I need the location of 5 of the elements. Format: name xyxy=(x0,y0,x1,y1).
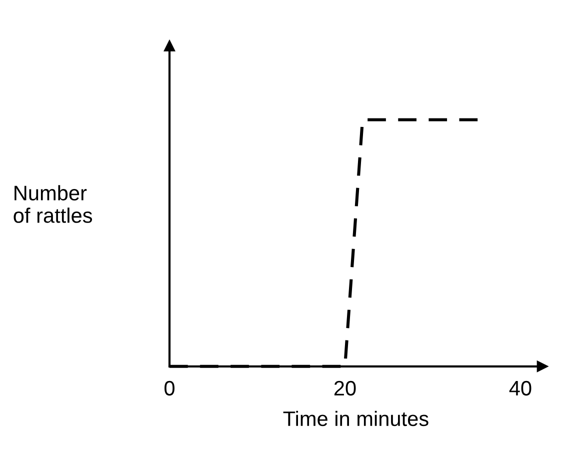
y-axis-title: Number of rattles xyxy=(14,185,92,223)
x-axis-title: Time in minutes xyxy=(283,410,428,426)
x-tick-label: 0 xyxy=(164,380,174,396)
x-tick-label: 20 xyxy=(334,380,356,396)
x-tick-label: 40 xyxy=(509,380,532,396)
